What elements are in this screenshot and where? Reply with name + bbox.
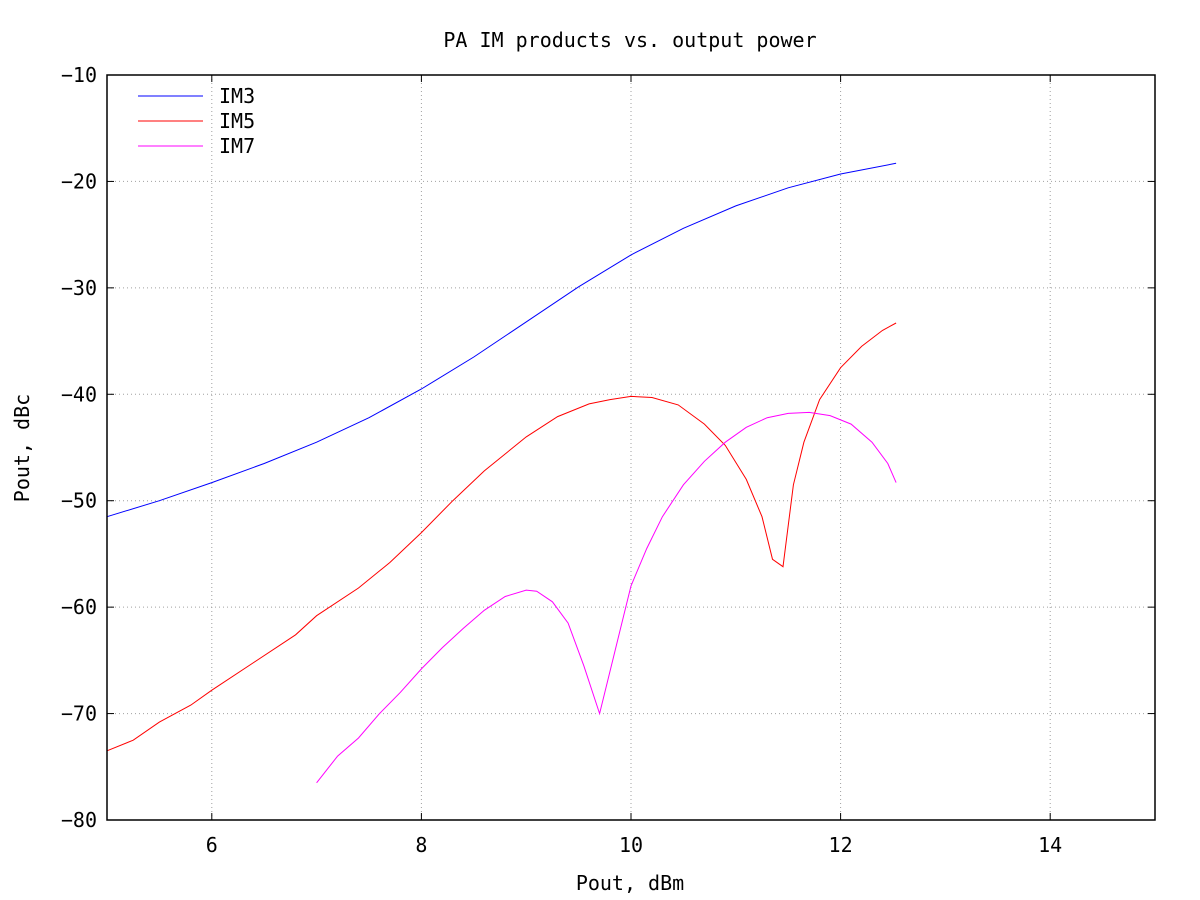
y-tick-label: −50 — [61, 489, 97, 513]
legend-label-im3: IM3 — [219, 84, 255, 108]
legend-label-im5: IM5 — [219, 109, 255, 133]
x-tick-label: 8 — [415, 833, 427, 857]
y-tick-label: −80 — [61, 808, 97, 832]
legend-label-im7: IM7 — [219, 134, 255, 158]
x-axis-label: Pout, dBm — [576, 871, 684, 895]
y-tick-label: −10 — [61, 63, 97, 87]
x-tick-label: 14 — [1038, 833, 1062, 857]
x-tick-label: 12 — [829, 833, 853, 857]
y-tick-label: −40 — [61, 382, 97, 406]
x-tick-label: 6 — [206, 833, 218, 857]
chart-title: PA IM products vs. output power — [443, 28, 816, 52]
y-tick-label: −70 — [61, 702, 97, 726]
y-axis-label: Pout, dBc — [10, 394, 34, 502]
x-tick-label: 10 — [619, 833, 643, 857]
y-tick-label: −30 — [61, 276, 97, 300]
axis-ticks: 6 8 10 12 14 −80 −70 −60 −50 −40 −30 −20 −10 — [61, 63, 1155, 857]
series-line-im5 — [106, 322, 897, 752]
series-lines — [106, 162, 897, 784]
series-line-im7 — [316, 411, 897, 784]
grid-lines — [107, 75, 1155, 820]
y-tick-label: −60 — [61, 595, 97, 619]
y-tick-label: −20 — [61, 169, 97, 193]
series-line-im3 — [106, 162, 897, 518]
